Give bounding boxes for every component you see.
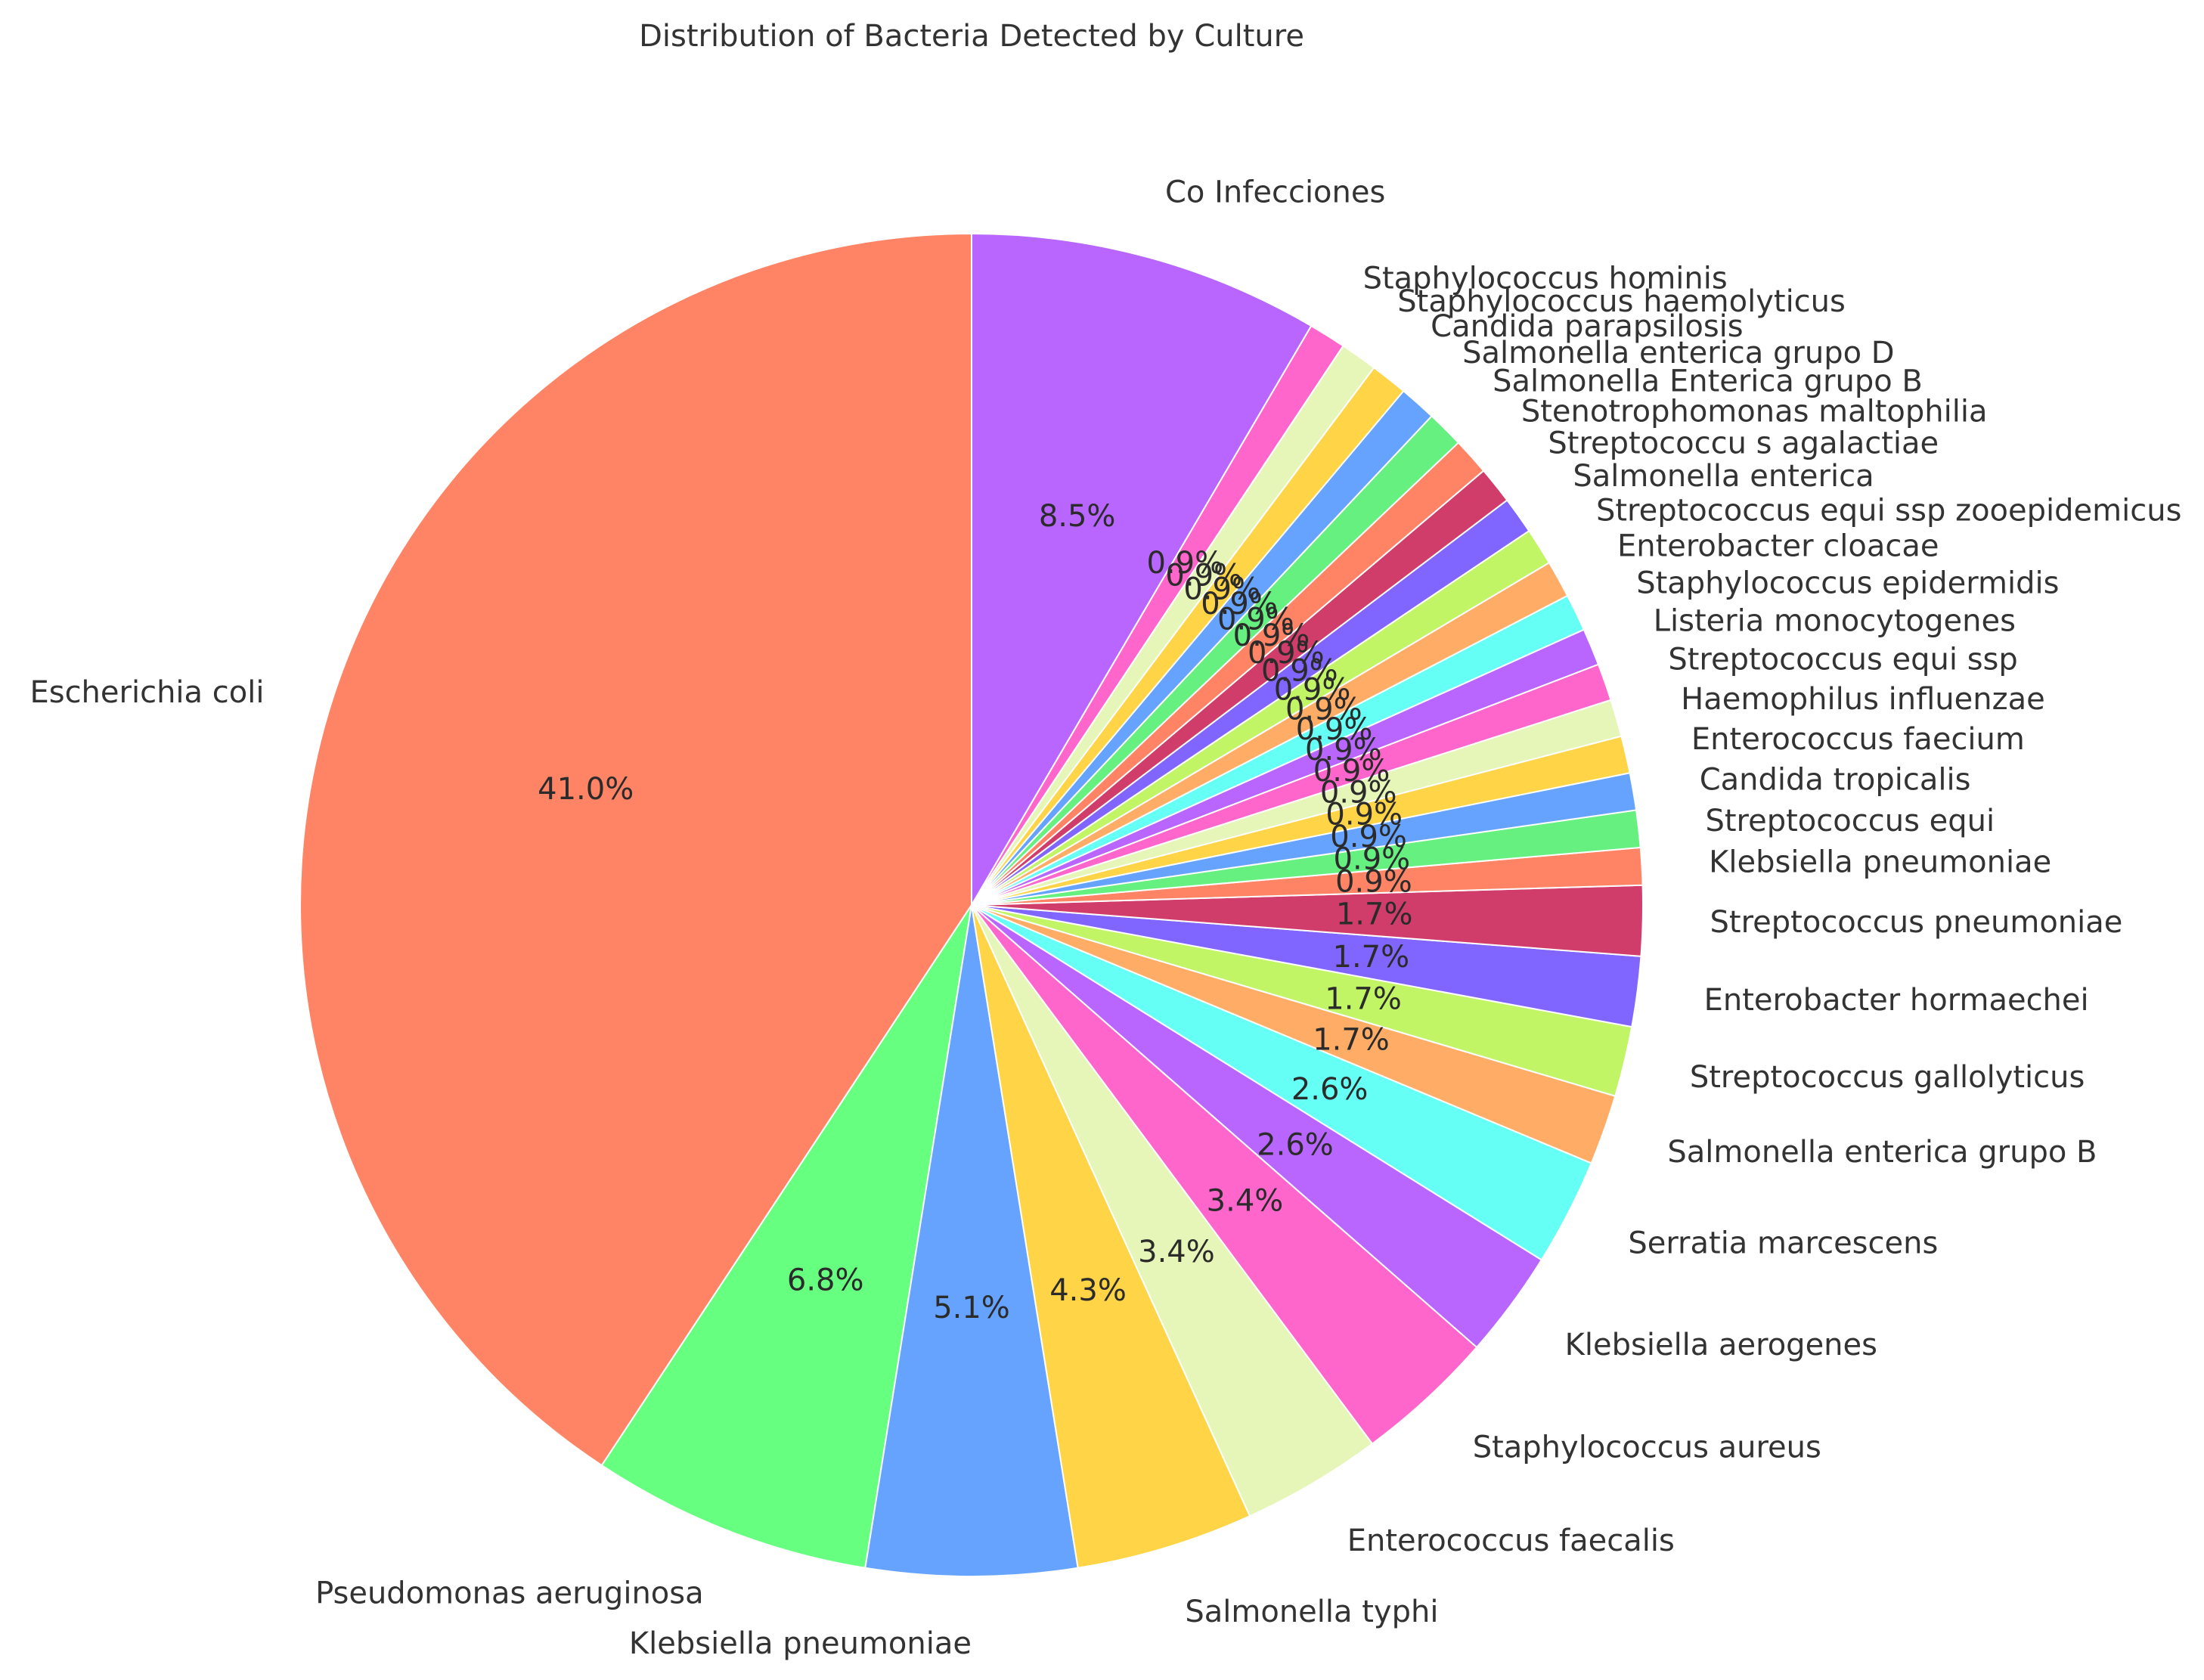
category-labels-layer: Escherichia coli Pseudomonas aeruginosa Kl… bbox=[29, 175, 2181, 1660]
category-label-11: Enterobacter hormaechei bbox=[1704, 983, 2089, 1018]
percent-labels-layer: 41.0% 6.8% 5.1% 4.3% 3.4% 3.4% 2.6% 2.6% 1.7% 1.7… bbox=[538, 499, 1412, 1325]
percent-label-1: 41.0% bbox=[538, 772, 634, 807]
percent-label-27: 0.9% bbox=[1201, 587, 1278, 621]
percent-label-21: 0.9% bbox=[1285, 692, 1362, 727]
category-label-28: Candida parapsilosis bbox=[1431, 309, 1743, 344]
category-label-14: Streptococcus equi bbox=[1705, 804, 1995, 838]
category-label-20: Staphylococcus epidermidis bbox=[1636, 566, 2059, 600]
category-label-24: Streptococcu s agalactiae bbox=[1548, 426, 1939, 460]
pie-slice-4-salmonella-typhi bbox=[971, 904, 1251, 1569]
percent-label-11: 1.7% bbox=[1333, 940, 1410, 975]
pie-slice-31-co-infecciones bbox=[971, 232, 1313, 908]
percent-label-19: 0.9% bbox=[1305, 733, 1382, 767]
category-label-25: Stenotrophomonas maltophilia bbox=[1521, 394, 1988, 429]
category-label-23: Salmonella enterica bbox=[1573, 459, 1874, 494]
category-label-9: Salmonella enterica grupo B bbox=[1667, 1135, 2097, 1170]
category-label-2: Pseudomonas aeruginosa bbox=[315, 1576, 704, 1610]
category-label-21: Enterobacter cloacae bbox=[1617, 529, 1939, 564]
category-label-16: Enterococcus faecium bbox=[1691, 722, 2025, 757]
percent-label-24: 0.9% bbox=[1248, 636, 1325, 671]
percent-label-18: 0.9% bbox=[1313, 754, 1390, 789]
category-label-13: Klebsiella pneumoniae bbox=[1709, 845, 2051, 880]
category-label-27: Salmonella enterica grupo D bbox=[1462, 336, 1894, 370]
percent-label-5: 3.4% bbox=[1138, 1235, 1215, 1269]
percent-label-12: 1.7% bbox=[1336, 897, 1413, 931]
pie-slice-3-klebsiella-pneumoniae bbox=[864, 904, 1079, 1577]
category-label-19: Listeria monocytogenes bbox=[1654, 603, 2016, 638]
percent-label-20: 0.9% bbox=[1296, 712, 1373, 747]
percent-label-14: 0.9% bbox=[1334, 842, 1411, 876]
category-label-18: Streptococcus equi ssp bbox=[1668, 643, 2017, 677]
percent-label-6: 3.4% bbox=[1207, 1183, 1284, 1218]
percent-label-7: 2.6% bbox=[1257, 1127, 1334, 1162]
percent-label-3: 5.1% bbox=[933, 1291, 1010, 1325]
percent-label-31: 8.5% bbox=[1039, 499, 1116, 534]
pie-slice-1-escherichia-coli bbox=[299, 232, 972, 1467]
percent-label-25: 0.9% bbox=[1233, 618, 1310, 653]
percent-label-16: 0.9% bbox=[1325, 798, 1403, 832]
category-label-15: Candida tropicalis bbox=[1700, 763, 1971, 798]
category-label-1: Escherichia coli bbox=[29, 675, 264, 710]
percent-label-8: 2.6% bbox=[1291, 1072, 1369, 1107]
percent-label-15: 0.9% bbox=[1330, 820, 1407, 854]
percent-label-22: 0.9% bbox=[1274, 673, 1351, 708]
category-label-22: Streptococcus equi ssp zooepidemicus bbox=[1596, 494, 2181, 528]
percent-label-29: 0.9% bbox=[1165, 559, 1242, 594]
category-label-31: Co Infecciones bbox=[1165, 175, 1385, 209]
percent-label-28: 0.9% bbox=[1183, 572, 1260, 607]
category-label-8: Serratia marcescens bbox=[1628, 1226, 1938, 1260]
percent-label-30: 0.9% bbox=[1146, 546, 1223, 581]
category-label-7: Klebsiella aerogenes bbox=[1565, 1328, 1877, 1362]
percent-label-10: 1.7% bbox=[1325, 981, 1402, 1016]
category-label-17: Haemophilus influenzae bbox=[1681, 682, 2045, 717]
percent-label-13: 0.9% bbox=[1335, 864, 1412, 899]
category-label-6: Staphylococcus aureus bbox=[1473, 1430, 1821, 1465]
percent-label-2: 6.8% bbox=[787, 1263, 864, 1298]
percent-label-26: 0.9% bbox=[1217, 602, 1294, 637]
category-label-12: Streptococcus pneumoniae bbox=[1710, 905, 2123, 940]
category-label-5: Enterococcus faecalis bbox=[1347, 1523, 1675, 1558]
category-label-30: Staphylococcus hominis bbox=[1363, 262, 1728, 296]
percent-label-23: 0.9% bbox=[1261, 654, 1338, 689]
category-label-4: Salmonella typhi bbox=[1185, 1595, 1438, 1629]
category-label-10: Streptococcus gallolyticus bbox=[1690, 1060, 2085, 1095]
chart-title: Distribution of Bacteria Detected by Cul… bbox=[639, 19, 1304, 54]
percent-label-4: 4.3% bbox=[1049, 1273, 1127, 1308]
slices-layer bbox=[299, 232, 1644, 1577]
category-label-26: Salmonella Enterica grupo B bbox=[1493, 364, 1923, 399]
category-label-29: Staphylococcus haemolyticus bbox=[1397, 284, 1846, 319]
percent-label-9: 1.7% bbox=[1313, 1022, 1390, 1057]
percent-label-17: 0.9% bbox=[1320, 776, 1397, 811]
category-label-3: Klebsiella pneumoniae bbox=[629, 1626, 972, 1661]
pie-slice-2-pseudomonas-aeruginosa bbox=[600, 904, 972, 1569]
